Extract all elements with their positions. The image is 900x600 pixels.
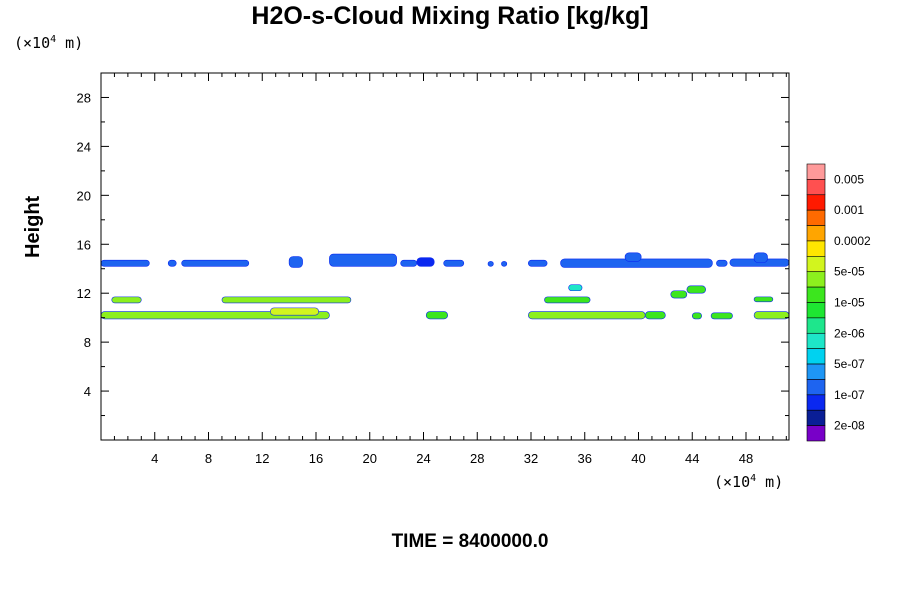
colorbar-label: 0.005: [834, 172, 864, 186]
y-tick-label: 12: [77, 286, 91, 301]
cloud-band: [670, 290, 688, 299]
x-tick-label: 12: [255, 451, 269, 466]
y-tick-label: 8: [84, 335, 91, 350]
y-tick-label: 28: [77, 90, 91, 105]
cloud-band: [329, 253, 397, 267]
y-axis-unit: (×104 m): [14, 34, 83, 52]
y-tick-label: 16: [77, 237, 91, 252]
x-unit-suffix: m): [756, 473, 784, 491]
colorbar-swatch: [806, 302, 826, 319]
colorbar-swatch: [806, 409, 826, 426]
y-tick-label: 24: [77, 139, 91, 154]
colorbar-label: 5e-07: [834, 357, 865, 371]
x-tick-label: 48: [739, 451, 753, 466]
cloud-band: [528, 311, 646, 320]
x-tick-label: 44: [685, 451, 699, 466]
colorbar-swatch: [806, 240, 826, 257]
cloud-band: [487, 261, 494, 267]
cloud-band: [624, 252, 642, 262]
x-tick-label: 16: [309, 451, 323, 466]
colorbar-swatch: [806, 225, 826, 242]
colorbar-swatch: [806, 194, 826, 211]
colorbar-swatch: [806, 179, 826, 196]
cloud-band: [270, 307, 319, 316]
y-unit-prefix: (×10: [14, 34, 51, 52]
x-tick-label: 20: [363, 451, 377, 466]
colorbar-swatch: [806, 317, 826, 334]
x-tick-label: 28: [470, 451, 484, 466]
colorbar-label: 1e-05: [834, 296, 865, 310]
x-tick-label: 36: [578, 451, 592, 466]
y-axis-label: Height: [22, 195, 44, 258]
cloud-band: [568, 284, 583, 292]
y-unit-exp: 4: [50, 34, 57, 45]
x-unit-prefix: (×10: [714, 473, 751, 491]
colorbar-label: 1e-07: [834, 388, 865, 402]
cloud-band: [710, 312, 733, 320]
cloud-band: [753, 296, 774, 303]
cloud-band: [528, 259, 548, 267]
colorbar-label: 2e-08: [834, 419, 865, 433]
colorbar-label: 0.001: [834, 203, 864, 217]
cloud-band: [644, 311, 666, 320]
x-tick-label: 32: [524, 451, 538, 466]
cloud-band: [501, 261, 508, 267]
colorbar-swatch: [806, 271, 826, 288]
cloud-band: [181, 259, 250, 267]
colorbar-swatch: [806, 286, 826, 303]
cloud-band: [686, 285, 706, 294]
cloud-band: [443, 259, 465, 267]
colorbar-label: 2e-06: [834, 326, 865, 340]
time-footer: TIME = 8400000.0: [391, 531, 549, 552]
x-tick-label: 8: [205, 451, 212, 466]
y-tick-label: 4: [84, 384, 91, 399]
cloud-band: [288, 256, 303, 268]
cloud-band: [416, 257, 435, 267]
colorbar-swatch: [806, 363, 826, 380]
colorbar-swatch: [806, 256, 826, 273]
cloud-band: [167, 259, 177, 267]
plot-area: [101, 73, 789, 440]
colorbar-swatch: [806, 332, 826, 349]
cloud-band: [753, 252, 768, 263]
colorbar-swatch: [806, 394, 826, 411]
x-tick-label: 24: [416, 451, 430, 466]
x-tick-label: 40: [631, 451, 645, 466]
cloud-band: [753, 311, 790, 320]
cloud-band: [691, 312, 702, 320]
colorbar-swatch: [806, 379, 826, 396]
colorbar-swatch: [806, 209, 826, 226]
colorbar-swatch: [806, 425, 826, 442]
y-tick-label: 20: [77, 188, 91, 203]
y-unit-suffix: m): [56, 34, 84, 52]
cloud-band: [111, 296, 142, 304]
colorbar-swatch: [806, 348, 826, 365]
cloud-band: [544, 296, 591, 304]
cloud-band: [221, 296, 352, 304]
x-unit-exp: 4: [750, 473, 757, 484]
cloud-band: [716, 259, 728, 267]
cloud-band: [400, 259, 418, 267]
x-tick-label: 4: [151, 451, 158, 466]
cloud-band: [100, 259, 150, 267]
colorbar-label: 5e-05: [834, 265, 865, 279]
chart-title: H2O-s-Cloud Mixing Ratio [kg/kg]: [251, 2, 649, 30]
plot-frame: [100, 72, 790, 441]
colorbar-label: 0.0002: [834, 234, 871, 248]
x-axis-unit: (×104 m): [714, 473, 783, 491]
cloud-band: [425, 311, 448, 320]
colorbar-swatch: [806, 163, 826, 180]
